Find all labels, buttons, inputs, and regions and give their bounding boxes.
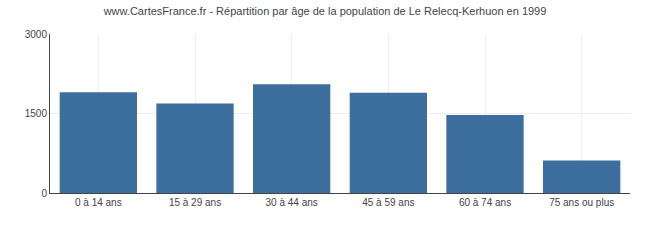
svg-text:15 à 29 ans: 15 à 29 ans <box>169 197 221 208</box>
svg-text:3000: 3000 <box>25 29 48 40</box>
svg-text:www.CartesFrance.fr - Répartit: www.CartesFrance.fr - Répartition par âg… <box>103 5 547 17</box>
svg-text:0 à 14 ans: 0 à 14 ans <box>75 197 122 208</box>
svg-text:30 à 44 ans: 30 à 44 ans <box>266 197 318 208</box>
svg-text:0: 0 <box>41 188 47 199</box>
svg-text:1500: 1500 <box>25 108 48 119</box>
svg-text:75 ans ou plus: 75 ans ou plus <box>549 197 614 208</box>
svg-text:60 à 74 ans: 60 à 74 ans <box>459 197 511 208</box>
svg-text:45 à 59 ans: 45 à 59 ans <box>362 197 414 208</box>
